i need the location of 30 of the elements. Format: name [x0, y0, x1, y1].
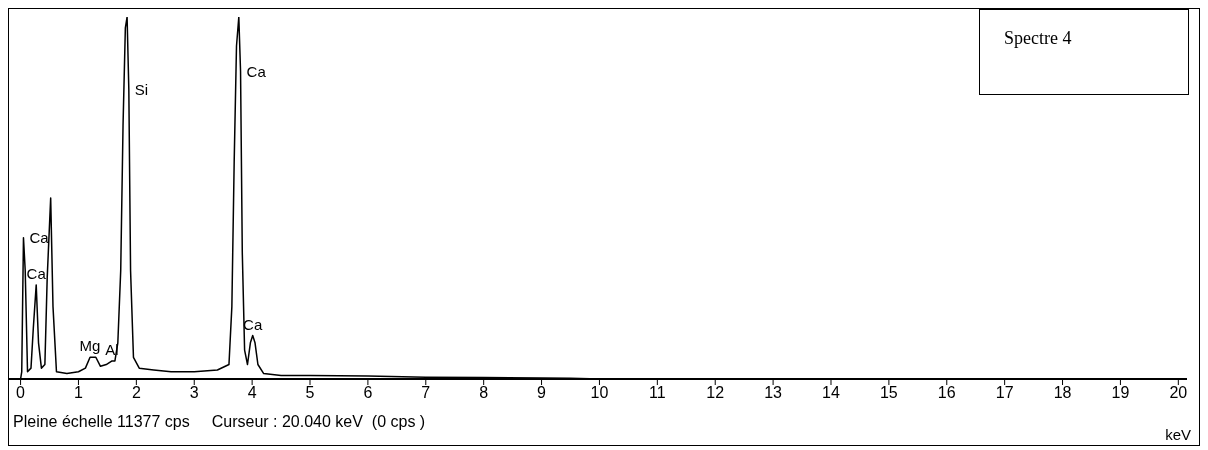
text: Pleine échelle 11377 cps [13, 413, 190, 431]
x-tick-label: 12 [706, 384, 725, 402]
x-tick-label: 2 [131, 384, 141, 402]
x-tick-label: 20 [1169, 384, 1188, 402]
x-tick-label: 1 [74, 384, 84, 402]
x-tick-label: 10 [590, 384, 609, 402]
annotation: Ca [246, 62, 267, 80]
x-tick-label: 7 [421, 384, 431, 402]
x-tick-label: 11 [649, 384, 666, 402]
x-tick-label: 8 [479, 384, 489, 402]
x-tick-label: 13 [764, 384, 783, 402]
x-tick-label: 4 [247, 384, 257, 402]
x-tick-label: 14 [822, 384, 840, 402]
x-tick-label: 5 [305, 384, 315, 402]
x-tick-label: 9 [537, 384, 547, 402]
text: Spectre 4 [979, 9, 1189, 95]
x-tick-label: 6 [363, 384, 373, 402]
annotation: Ca [29, 229, 50, 247]
annotation: Mg [79, 337, 101, 355]
x-tick-label: 19 [1111, 384, 1130, 402]
x-tick-label: 16 [937, 384, 956, 402]
annotation: Si [134, 80, 149, 98]
text: Curseur : 20.040 keV (0 cps ) [211, 413, 426, 431]
x-tick-label: 15 [879, 384, 898, 402]
x-axis-title: keV [1165, 426, 1191, 443]
x-tick-label: 3 [189, 384, 199, 402]
x-tick-label: 18 [1053, 384, 1072, 402]
annotation: Ca [26, 264, 47, 282]
x-tick-label: 0 [16, 384, 26, 402]
x-tick-label: 17 [995, 384, 1014, 402]
